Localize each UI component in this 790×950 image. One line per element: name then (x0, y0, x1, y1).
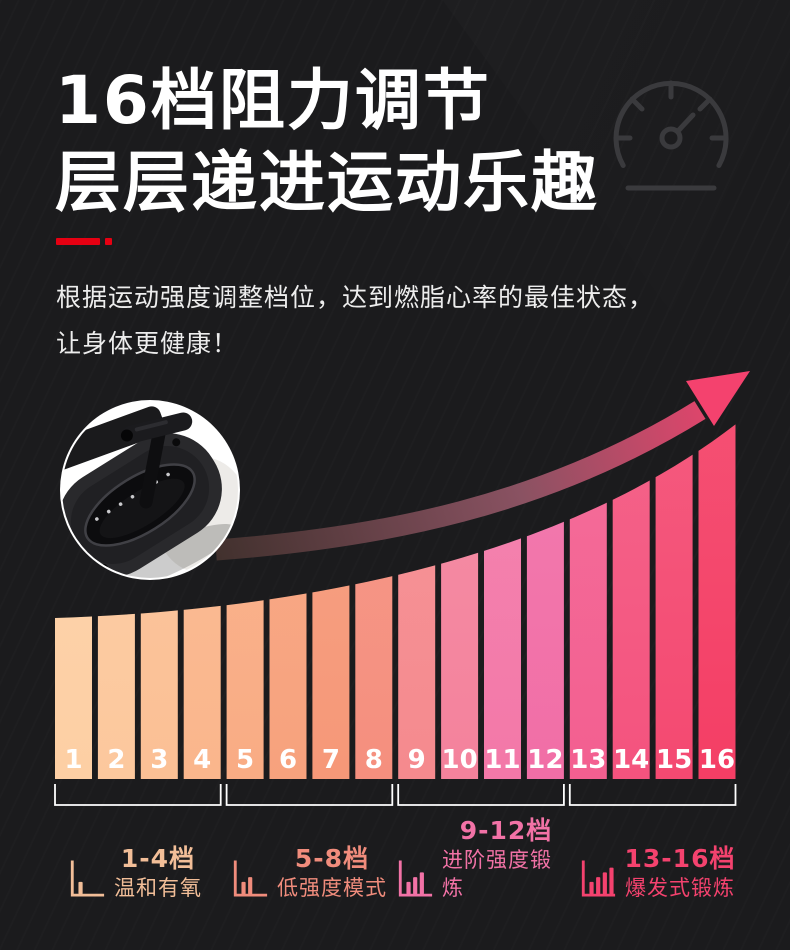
legend-group-4: 13-16档 爆发式锻炼 (570, 816, 744, 902)
description-line-1: 根据运动强度调整档位，达到燃脂心率的最佳状态， (56, 283, 655, 312)
legend-range-1: 1-4档 (120, 844, 196, 873)
mini-bar-chart-2-icon (233, 860, 268, 897)
legend-range-2: 5-8档 (294, 844, 370, 873)
accent-dot (105, 238, 112, 245)
mini-bar-chart-1-icon (70, 860, 105, 897)
legend-group-1: 1-4档 温和有氧 (48, 816, 222, 902)
legend-group-3: 9-12档 进阶强度锻炼 (396, 816, 570, 902)
page-title: 16档阻力调节 层层递进运动乐趣 (55, 60, 599, 224)
description-line-2: 让身体更健康！ (56, 329, 239, 358)
speedometer-icon (613, 80, 729, 191)
title-line-2: 层层递进运动乐趣 (55, 144, 599, 221)
title-line-1: 16档阻力调节 (55, 62, 491, 139)
mini-bar-chart-4-icon (581, 860, 615, 897)
gear-legend: 1-4档 温和有氧 5-8档 低强度模式 9-12档 进阶强度锻炼 13-16档 (48, 816, 744, 902)
title-accent (56, 238, 112, 245)
legend-label-2: 低强度模式 (277, 876, 387, 900)
legend-label-1: 温和有氧 (114, 876, 202, 900)
legend-range-3: 9-12档 (459, 816, 553, 845)
legend-range-4: 13-16档 (624, 844, 736, 873)
legend-label-4: 爆发式锻炼 (625, 876, 735, 900)
legend-group-2: 5-8档 低强度模式 (222, 816, 396, 902)
legend-label-3: 进阶强度锻炼 (442, 848, 552, 900)
accent-dash (56, 238, 100, 245)
mini-bar-chart-3-icon (398, 860, 433, 897)
